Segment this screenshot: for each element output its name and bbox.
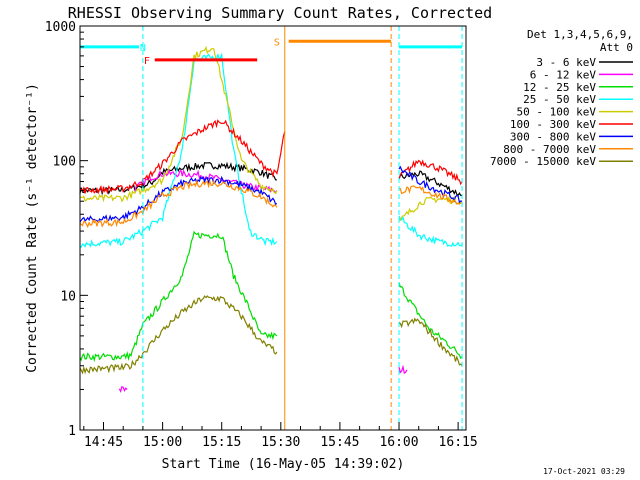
legend-label-5: 100 - 300 keV <box>510 118 596 131</box>
series-line-5-segment-1 <box>398 159 463 186</box>
legend-header-line2: Att 0 <box>600 41 633 54</box>
y-axis-label: Corrected Count Rate (s⁻¹ detector⁻¹) <box>25 83 40 373</box>
legend-label-2: 12 - 25 keV <box>523 81 596 94</box>
legend-label-7: 800 - 7000 keV <box>503 143 596 156</box>
flag-label-S: S <box>274 37 280 48</box>
legend-label-0: 3 - 6 keV <box>536 56 596 69</box>
series-line-3-segment-1 <box>398 215 463 247</box>
series-line-1-segment-2 <box>398 364 408 375</box>
series-line-1-segment-1 <box>118 386 128 393</box>
x-axis-label: Start Time (16-May-05 14:39:02) <box>162 457 405 472</box>
flag-label-F: F <box>144 56 150 67</box>
x-tick-label-2: 15:15 <box>202 435 241 450</box>
x-tick-label-0: 14:45 <box>84 435 123 450</box>
series-line-4-segment-0 <box>79 45 278 203</box>
series-line-6-segment-0 <box>79 175 278 224</box>
x-tick-label-1: 15:00 <box>143 435 182 450</box>
series-line-2-segment-1 <box>398 282 463 360</box>
y-tick-label-2: 100 <box>53 155 76 170</box>
series-line-6-segment-1 <box>398 165 463 204</box>
series-line-7-segment-0 <box>79 178 278 229</box>
series-line-8-segment-1 <box>398 317 463 367</box>
series-line-7-segment-1 <box>398 185 463 205</box>
legend-label-6: 300 - 800 keV <box>510 130 596 143</box>
x-tick-label-6: 16:15 <box>439 435 478 450</box>
legend-header-line1: Det 1,3,4,5,6,9, <box>527 28 633 41</box>
x-tick-label-4: 15:45 <box>320 435 359 450</box>
series-line-3-segment-0 <box>79 52 278 248</box>
y-tick-label-1: 10 <box>60 289 76 304</box>
y-tick-label-3: 1000 <box>45 20 76 35</box>
legend-label-3: 25 - 50 keV <box>523 93 596 106</box>
x-tick-label-3: 15:30 <box>261 435 300 450</box>
x-tick-label-5: 16:00 <box>379 435 418 450</box>
legend-label-4: 50 - 100 keV <box>517 106 597 119</box>
legend-label-8: 7000 - 15000 keV <box>490 155 596 168</box>
series-line-5-segment-0 <box>79 119 286 195</box>
legend-label-1: 6 - 12 keV <box>530 68 597 81</box>
series-line-4-segment-1 <box>398 195 463 221</box>
footer-date: 17-Oct-2021 03:29 <box>543 467 625 476</box>
series-line-2-segment-0 <box>79 230 278 363</box>
series-line-0-segment-1 <box>398 170 463 197</box>
y-tick-label-0: 1 <box>68 424 76 439</box>
chart-title: RHESSI Observing Summary Count Rates, Co… <box>68 4 492 22</box>
series-line-8-segment-0 <box>79 295 278 375</box>
flag-label-N: N <box>140 43 146 54</box>
axes-frame <box>79 25 467 431</box>
plot-area: NF S 1 10 100 1000 14:45 15:00 15:15 15:30 15:45 16… <box>45 20 478 450</box>
